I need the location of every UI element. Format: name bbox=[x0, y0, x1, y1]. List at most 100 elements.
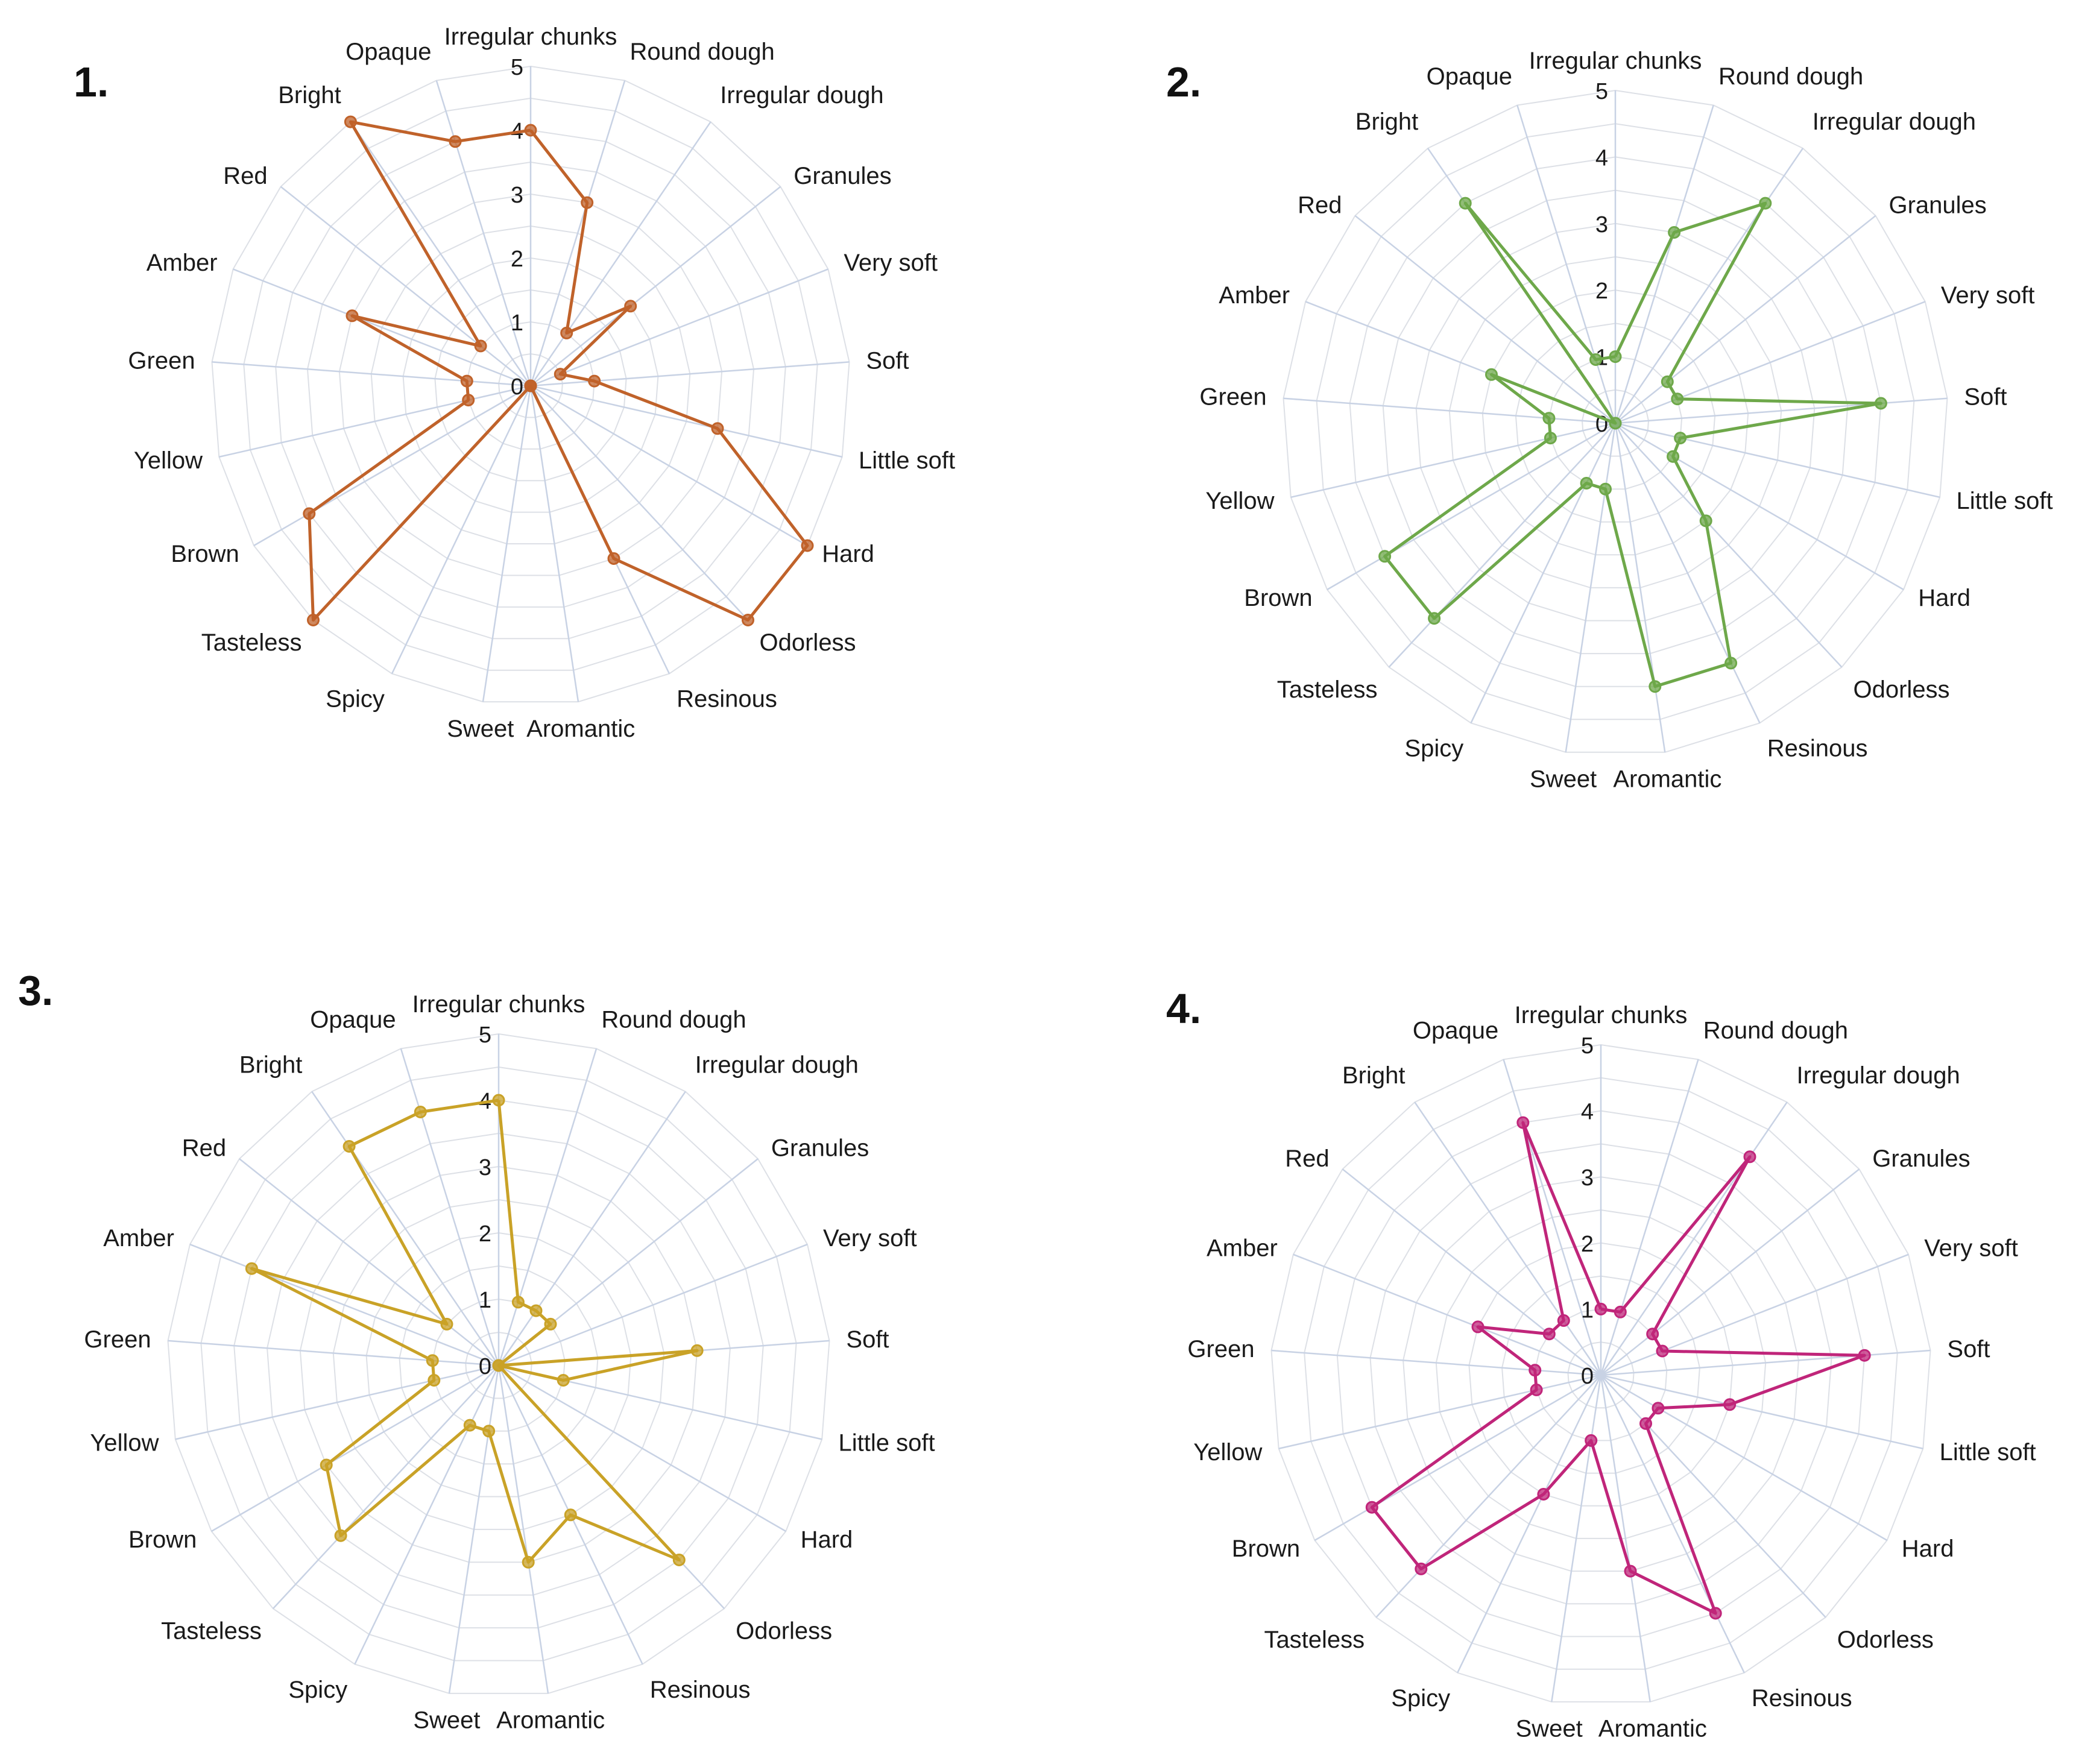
category-label: Tasteless bbox=[161, 1618, 262, 1645]
axis-spoke bbox=[1283, 397, 1616, 424]
grid-ring bbox=[211, 65, 850, 703]
grid-ring bbox=[1336, 1110, 1866, 1637]
axis-spoke bbox=[233, 268, 531, 387]
category-label: Bright bbox=[239, 1051, 303, 1078]
tick-label: 5 bbox=[1595, 79, 1608, 104]
axis-spoke bbox=[1615, 301, 1926, 424]
tick-label: 2 bbox=[479, 1221, 491, 1247]
data-point bbox=[588, 374, 601, 388]
axis-spoke bbox=[1388, 423, 1616, 668]
axis-spoke bbox=[1615, 422, 1940, 499]
category-label: Round dough bbox=[601, 1007, 746, 1033]
axis-spoke bbox=[391, 385, 532, 675]
tick-label: 2 bbox=[1581, 1232, 1594, 1257]
axis-spoke bbox=[1271, 1349, 1601, 1376]
axis-spoke bbox=[354, 1365, 500, 1665]
axis-spoke bbox=[1565, 423, 1617, 752]
category-label: Bright bbox=[1342, 1062, 1406, 1089]
data-point bbox=[1674, 432, 1687, 445]
axis-spoke bbox=[530, 268, 828, 387]
category-label: Little soft bbox=[839, 1430, 935, 1457]
grid-ring bbox=[1515, 323, 1716, 523]
grid-ring bbox=[267, 1132, 731, 1596]
data-point bbox=[1668, 226, 1681, 239]
category-label: Aromantic bbox=[1598, 1716, 1707, 1742]
axis-spoke bbox=[1600, 1374, 1923, 1450]
grid-ring bbox=[402, 257, 659, 513]
tick-label: 3 bbox=[479, 1155, 491, 1180]
category-label: Opaque bbox=[346, 39, 431, 65]
axis-spoke bbox=[1327, 422, 1616, 591]
grid-ring bbox=[1369, 1143, 1832, 1605]
data-point bbox=[1724, 657, 1738, 670]
category-label: Green bbox=[1187, 1336, 1254, 1362]
tick-label: 3 bbox=[1581, 1165, 1594, 1191]
grid-ring bbox=[465, 1331, 532, 1399]
grid-ring bbox=[233, 1099, 764, 1629]
data-point bbox=[522, 1555, 535, 1569]
data-point bbox=[307, 614, 320, 626]
grid-ring bbox=[200, 1066, 797, 1662]
data-point bbox=[1723, 1398, 1737, 1411]
series-line bbox=[250, 1098, 699, 1564]
category-label: Irregular chunks bbox=[1529, 48, 1702, 74]
radar-panel-3: Irregular chunks Round dough Irregular dou… bbox=[0, 882, 1036, 1764]
category-label: Bright bbox=[278, 82, 341, 109]
axis-spoke bbox=[497, 1091, 686, 1366]
panel-number-1: 1. bbox=[74, 58, 109, 106]
category-label: Red bbox=[223, 163, 267, 189]
data-point bbox=[482, 1425, 496, 1438]
category-label: Green bbox=[84, 1326, 151, 1353]
category-label: Resinous bbox=[650, 1677, 751, 1703]
grid-ring bbox=[1415, 222, 1816, 622]
data-point bbox=[1585, 1434, 1598, 1447]
category-label: Amber bbox=[1219, 282, 1290, 309]
axis-spoke bbox=[497, 1048, 598, 1366]
series-line bbox=[1370, 1121, 1866, 1615]
category-label: Yellow bbox=[1193, 1439, 1262, 1466]
data-point bbox=[492, 1359, 505, 1372]
category-label: Round dough bbox=[1703, 1018, 1848, 1044]
data-point bbox=[1858, 1349, 1871, 1362]
category-label: Yellow bbox=[1205, 488, 1274, 514]
category-label: Hard bbox=[801, 1526, 853, 1553]
category-label: Very soft bbox=[1941, 282, 2035, 309]
data-point bbox=[1646, 1328, 1659, 1341]
data-point bbox=[1609, 417, 1622, 430]
category-label: Yellow bbox=[134, 447, 203, 474]
data-point bbox=[557, 1374, 570, 1387]
panel-number-3: 3. bbox=[18, 967, 54, 1014]
data-point bbox=[1874, 397, 1887, 410]
axis-spoke bbox=[498, 1243, 808, 1367]
data-point bbox=[1516, 1116, 1530, 1129]
data-point bbox=[492, 1094, 505, 1107]
data-point bbox=[1459, 197, 1472, 210]
tick-label: 3 bbox=[511, 183, 523, 208]
category-label: Irregular dough bbox=[1797, 1062, 1960, 1089]
category-label: Irregular dough bbox=[1813, 109, 1976, 135]
category-label: Soft bbox=[846, 1326, 889, 1353]
data-point bbox=[1530, 1383, 1543, 1396]
data-point bbox=[462, 394, 475, 407]
axis-spoke bbox=[530, 186, 781, 386]
category-label: Tasteless bbox=[1277, 676, 1378, 703]
axis-spoke bbox=[1342, 1168, 1601, 1376]
tick-label: 2 bbox=[511, 247, 523, 272]
grid-ring bbox=[299, 1165, 698, 1563]
data-point bbox=[1594, 1302, 1608, 1315]
category-label: Irregular dough bbox=[695, 1051, 859, 1078]
category-label: Odorless bbox=[736, 1618, 832, 1645]
axis-spoke bbox=[1516, 105, 1617, 424]
data-point bbox=[529, 1304, 543, 1317]
grid-ring bbox=[1403, 1176, 1799, 1572]
category-label: Opaque bbox=[1413, 1018, 1498, 1044]
grid-ring bbox=[332, 1199, 665, 1530]
grid-ring bbox=[370, 225, 691, 544]
category-label: Spicy bbox=[1391, 1685, 1450, 1712]
grid-ring bbox=[1435, 1209, 1767, 1539]
axis-spoke bbox=[529, 385, 579, 702]
grid-ring bbox=[1468, 1242, 1734, 1507]
grid-ring bbox=[1349, 156, 1882, 687]
category-label: Odorless bbox=[1854, 676, 1950, 703]
category-label: Granules bbox=[1872, 1145, 1970, 1172]
